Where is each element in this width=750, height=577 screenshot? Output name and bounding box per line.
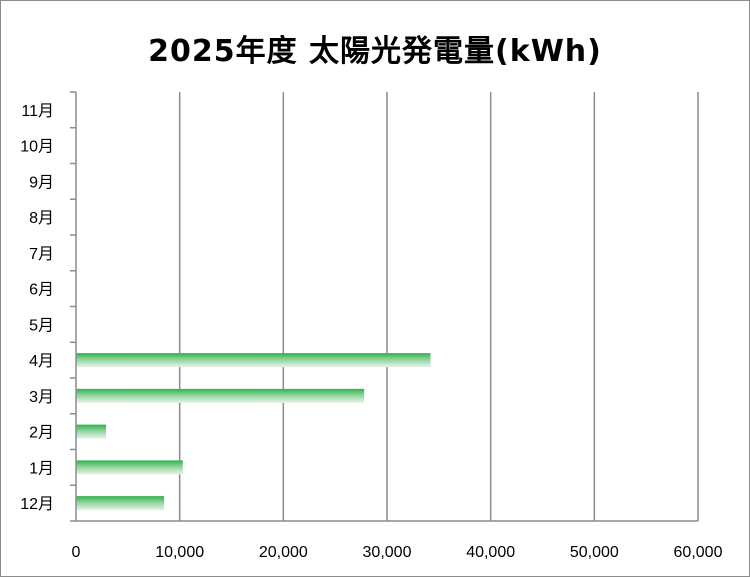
x-tick-label: 50,000 xyxy=(570,544,619,561)
x-tick-label: 10,000 xyxy=(155,544,204,561)
x-tick-label: 0 xyxy=(72,544,81,561)
bar xyxy=(76,496,165,511)
bar xyxy=(76,424,107,439)
y-tick-label: 3月 xyxy=(29,389,54,406)
bar xyxy=(76,388,365,403)
x-tick-label: 30,000 xyxy=(363,544,412,561)
x-tick-label: 60,000 xyxy=(674,544,723,561)
y-tick-label: 5月 xyxy=(29,317,54,334)
chart-title: 2025年度 太陽光発電量(kWh) xyxy=(148,34,602,69)
y-tick-label: 12月 xyxy=(20,496,54,513)
bar xyxy=(76,460,183,475)
y-tick-label: 2月 xyxy=(29,425,54,442)
y-tick-label: 10月 xyxy=(20,139,54,156)
x-tick-label: 20,000 xyxy=(259,544,308,561)
y-tick-label: 8月 xyxy=(29,210,54,227)
y-tick-label: 6月 xyxy=(29,282,54,299)
y-tick-label: 7月 xyxy=(29,246,54,263)
y-tick-label: 9月 xyxy=(29,174,54,191)
bar xyxy=(76,353,431,368)
y-tick-label: 4月 xyxy=(29,353,54,370)
x-tick-label: 40,000 xyxy=(466,544,515,561)
y-tick-label: 11月 xyxy=(21,103,54,120)
y-tick-label: 1月 xyxy=(29,460,54,477)
